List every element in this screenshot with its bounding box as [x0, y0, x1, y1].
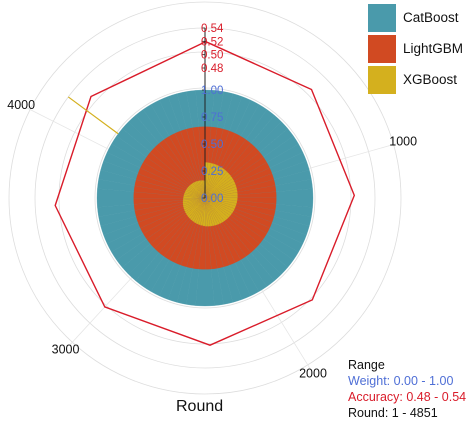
legend-label-catboost: CatBoost	[403, 10, 459, 25]
legend: CatBoost LightGBM XGBoost	[368, 2, 474, 95]
legend-item-xgboost[interactable]: XGBoost	[368, 64, 474, 95]
round-tick-labels: 1000 2000 3000 4000	[7, 98, 417, 380]
highlight-round-line	[67, 96, 119, 135]
weight-tick-label: 0.75	[201, 112, 223, 124]
legend-swatch-xgboost	[368, 65, 396, 94]
round-tick-label: 3000	[52, 343, 80, 357]
legend-swatch-lightgbm	[368, 34, 396, 63]
range-weight: Weight: 0.00 - 1.00	[348, 374, 454, 388]
round-tick-label: 4000	[7, 98, 35, 112]
weight-tick-label: 0.50	[201, 139, 223, 151]
weight-tick-label: 0.25	[201, 166, 223, 178]
grid-circle	[8, 1, 402, 395]
range-round: Round: 1 - 4851	[348, 406, 438, 420]
legend-label-lightgbm: LightGBM	[403, 41, 464, 56]
x-axis-title: Round	[176, 398, 224, 415]
accuracy-line	[54, 40, 356, 346]
weight-tick-label: 0.00	[201, 193, 223, 205]
range-title: Range	[348, 358, 385, 372]
weight-areas	[96, 89, 314, 307]
round-tick-label: 2000	[299, 366, 327, 380]
accuracy-tick-label: 0.48	[201, 63, 223, 75]
range-info-box: Range Weight: 0.00 - 1.00 Accuracy: 0.48…	[348, 357, 466, 421]
round-tick-label: 1000	[389, 135, 417, 149]
legend-label-xgboost: XGBoost	[403, 72, 458, 87]
accuracy-tick-label: 0.54	[201, 23, 224, 35]
legend-swatch-catboost	[368, 3, 396, 32]
accuracy-tick-label: 0.52	[201, 36, 223, 48]
radial-axis: 0.000.250.500.751.000.480.500.520.54	[201, 23, 224, 205]
legend-item-lightgbm[interactable]: LightGBM	[368, 33, 474, 64]
legend-item-catboost[interactable]: CatBoost	[368, 2, 474, 33]
accuracy-tick-label: 0.50	[201, 50, 223, 62]
range-accuracy: Accuracy: 0.48 - 0.54	[348, 390, 467, 404]
weight-tick-label: 1.00	[201, 85, 223, 97]
accuracy-series	[54, 40, 356, 346]
